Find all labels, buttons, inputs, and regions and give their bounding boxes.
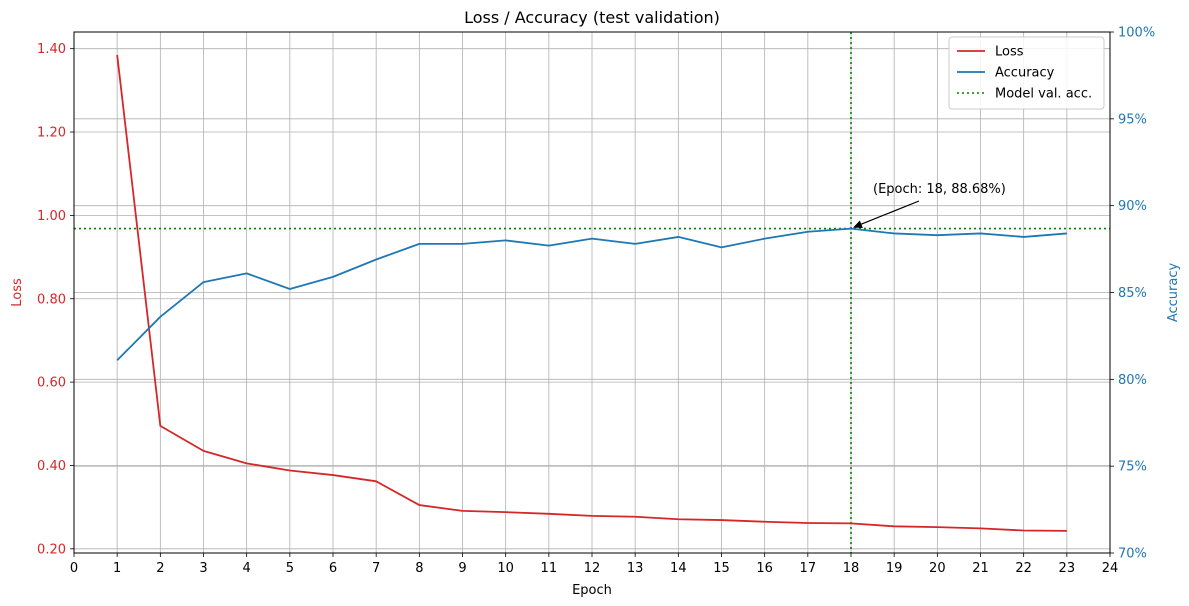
x-axis: 0 1 2 3 4 5 6 7 8 9 10 11 12 13 14 15 16 17 18 19 20 21 22 23 24 [70,553,1118,576]
annotation-arrow [858,200,920,226]
legend: Loss Accuracy Model val. acc. [948,36,1105,110]
y-right-tick-label: 90% [1118,199,1147,214]
x-tick-label: 20 [929,561,946,576]
x-tick-label: 8 [415,561,423,576]
x-tick-label: 19 [886,561,903,576]
y-left-tick-label: 0.80 [37,292,66,307]
y-axis-right: 70% 75% 80% 85% 90% 95% 100% [1110,26,1155,562]
x-tick-label: 5 [286,561,294,576]
y-axis-right-label: Accuracy [1166,263,1181,323]
y-axis-left: 0.20 0.40 0.60 0.80 1.00 1.20 1.40 [37,42,74,557]
y-axis-left-label: Loss [10,278,25,307]
legend-label: Loss [995,45,1024,60]
y-right-tick-label: 80% [1118,373,1147,388]
y-right-tick-label: 70% [1118,547,1147,562]
legend-label: Model val. acc. [995,87,1092,102]
y-left-tick-label: 0.60 [37,376,66,391]
y-left-tick-label: 1.00 [37,209,66,224]
x-tick-label: 22 [1015,561,1032,576]
x-tick-label: 14 [670,561,687,576]
y-right-tick-label: 75% [1118,460,1147,475]
x-tick-label: 9 [458,561,466,576]
annotation-text: (Epoch: 18, 88.68%) [873,182,1006,197]
x-axis-label: Epoch [572,583,612,598]
x-tick-label: 18 [843,561,860,576]
x-tick-label: 21 [972,561,989,576]
y-left-tick-label: 0.40 [37,459,66,474]
x-tick-label: 3 [199,561,207,576]
x-tick-label: 1 [113,561,121,576]
chart-title: Loss / Accuracy (test validation) [464,8,720,27]
x-tick-label: 13 [627,561,644,576]
y-left-tick-label: 1.40 [37,42,66,57]
y-right-tick-label: 100% [1118,26,1155,41]
x-tick-label: 7 [372,561,380,576]
y-left-tick-label: 0.20 [37,542,66,557]
y-left-tick-label: 1.20 [37,126,66,141]
series-line-loss [116,54,1067,532]
x-tick-label: 2 [156,561,164,576]
x-tick-label: 6 [329,561,337,576]
x-tick-label: 0 [70,561,78,576]
x-tick-label: 11 [541,561,558,576]
y-right-tick-label: 85% [1118,286,1147,301]
x-tick-label: 15 [713,561,730,576]
x-tick-label: 23 [1059,561,1076,576]
annotation: (Epoch: 18, 88.68%) [853,182,1006,228]
x-tick-label: 16 [756,561,773,576]
annotation-arrowhead [853,220,863,228]
legend-box [948,36,1105,110]
series-group [116,54,1067,532]
reference-lines [74,32,1110,553]
y-right-tick-label: 95% [1118,112,1147,127]
series-line-accuracy [116,227,1067,361]
x-tick-label: 17 [800,561,817,576]
x-tick-label: 24 [1102,561,1119,576]
grid [73,31,1111,554]
x-tick-label: 4 [243,561,251,576]
x-tick-label: 12 [584,561,601,576]
legend-label: Accuracy [995,66,1055,81]
x-tick-label: 10 [497,561,514,576]
